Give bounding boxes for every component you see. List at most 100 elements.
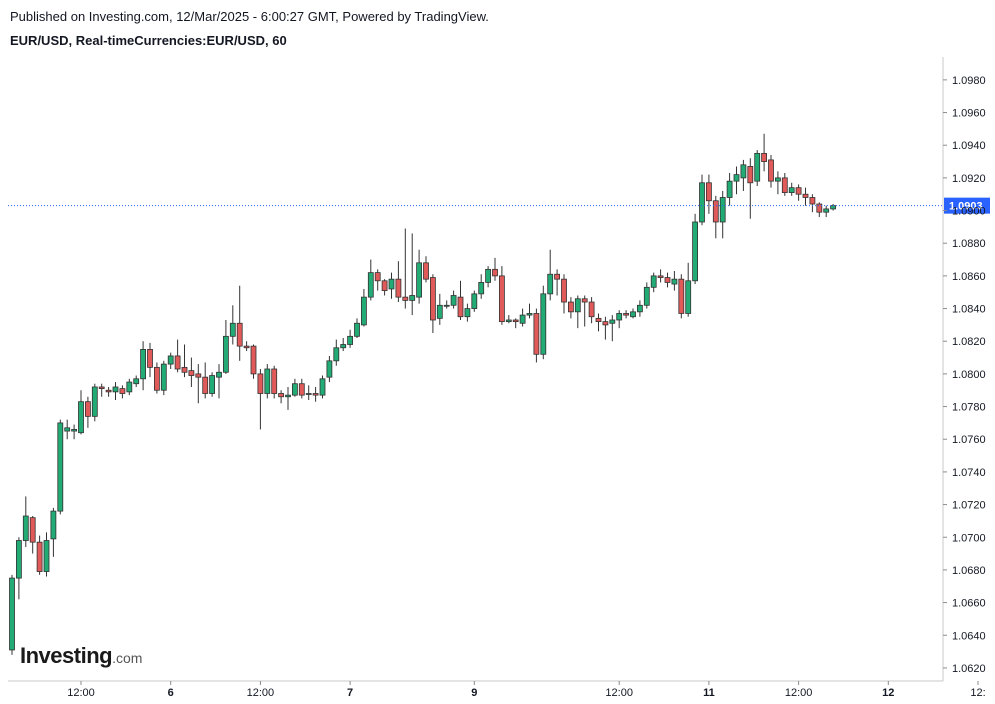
candle — [802, 187, 809, 206]
candle — [505, 315, 512, 324]
y-tick-label: 1.0900 — [952, 206, 986, 218]
candle — [519, 308, 526, 327]
x-tick-label: 6 — [168, 687, 174, 699]
candle-body — [229, 322, 236, 337]
last-price-layer: 1.0903 — [8, 197, 990, 214]
candle-body — [264, 368, 271, 394]
candle — [202, 362, 209, 399]
candle — [643, 282, 650, 309]
candle-body — [802, 193, 809, 198]
candle-body — [505, 319, 512, 323]
candle — [209, 372, 216, 397]
candle-body — [450, 295, 457, 306]
candle-body — [64, 427, 71, 432]
candle — [140, 341, 147, 391]
candle — [78, 390, 84, 435]
candle — [15, 537, 22, 600]
candle — [650, 272, 657, 293]
candle-body — [781, 177, 788, 193]
last-price-label: 1.0903 — [949, 201, 983, 213]
x-tick-label: 11 — [703, 687, 715, 699]
candle-body — [333, 347, 340, 362]
candle-body — [360, 296, 367, 326]
candle-body — [457, 296, 464, 318]
candle-body — [71, 429, 77, 432]
candle — [147, 342, 153, 378]
candle-body — [271, 368, 278, 394]
candle — [29, 516, 36, 554]
candle — [354, 318, 360, 338]
candle — [423, 256, 429, 283]
x-tick-label: 12:00 — [605, 687, 633, 699]
candle-body — [616, 313, 623, 321]
candle-body — [726, 180, 733, 198]
candle-body — [602, 321, 609, 326]
candle — [809, 194, 816, 213]
candle — [816, 202, 823, 218]
candle-body — [367, 272, 374, 298]
candle — [602, 316, 609, 340]
candle — [181, 344, 188, 378]
candle — [795, 184, 802, 201]
candle-body — [98, 386, 105, 390]
candle — [160, 360, 167, 396]
candle-body — [395, 278, 402, 298]
candle — [540, 285, 547, 360]
candle — [768, 155, 774, 188]
candle — [319, 375, 326, 399]
candle-body — [581, 298, 588, 303]
candle — [36, 535, 43, 575]
candle-body — [747, 166, 754, 184]
candle — [91, 383, 98, 422]
candle — [50, 507, 57, 557]
candle — [236, 285, 243, 361]
y-tick-label: 1.0660 — [952, 598, 986, 610]
candle — [450, 290, 457, 309]
candle-body — [147, 348, 153, 368]
y-tick-label: 1.0820 — [952, 336, 986, 348]
candle — [512, 318, 519, 329]
symbol-title: EUR/USD, Real-timeCurrencies:EUR/USD, 60 — [10, 33, 287, 48]
candle — [250, 344, 257, 379]
candle-body — [685, 280, 692, 314]
candle — [485, 266, 492, 288]
candle — [360, 288, 367, 327]
x-tick-label: 12: — [970, 687, 985, 699]
candle-body — [167, 355, 174, 365]
candle-body — [478, 282, 485, 295]
candle-body — [657, 275, 664, 278]
candle — [85, 396, 91, 428]
candle-body — [202, 376, 209, 394]
candle — [326, 355, 333, 383]
candle — [98, 383, 105, 397]
candle-body — [519, 314, 526, 324]
candle-body — [692, 221, 698, 282]
candle-body — [222, 335, 229, 373]
candle — [781, 172, 788, 196]
candle-body — [637, 304, 643, 313]
candle-body — [9, 577, 15, 651]
candle-body — [298, 383, 305, 396]
candle — [243, 341, 250, 352]
x-tick-label: 12:00 — [785, 687, 813, 699]
candle-body — [650, 275, 657, 288]
candle-body — [36, 541, 43, 572]
candle-body — [754, 152, 761, 182]
candle-body — [43, 540, 50, 572]
candle — [471, 290, 478, 312]
candle-body — [775, 177, 781, 182]
candle — [222, 319, 229, 374]
candle-body — [588, 301, 595, 318]
candle — [678, 274, 685, 319]
candle-body — [15, 540, 22, 579]
y-tick-label: 1.0960 — [952, 108, 986, 120]
candle-body — [788, 187, 795, 193]
candle — [671, 270, 678, 291]
candle-body — [823, 208, 830, 213]
candle — [416, 249, 423, 304]
candle-body — [429, 277, 436, 321]
x-tick-label: 9 — [471, 687, 477, 699]
candle-body — [347, 335, 354, 345]
candle — [492, 257, 498, 281]
candle — [298, 378, 305, 399]
